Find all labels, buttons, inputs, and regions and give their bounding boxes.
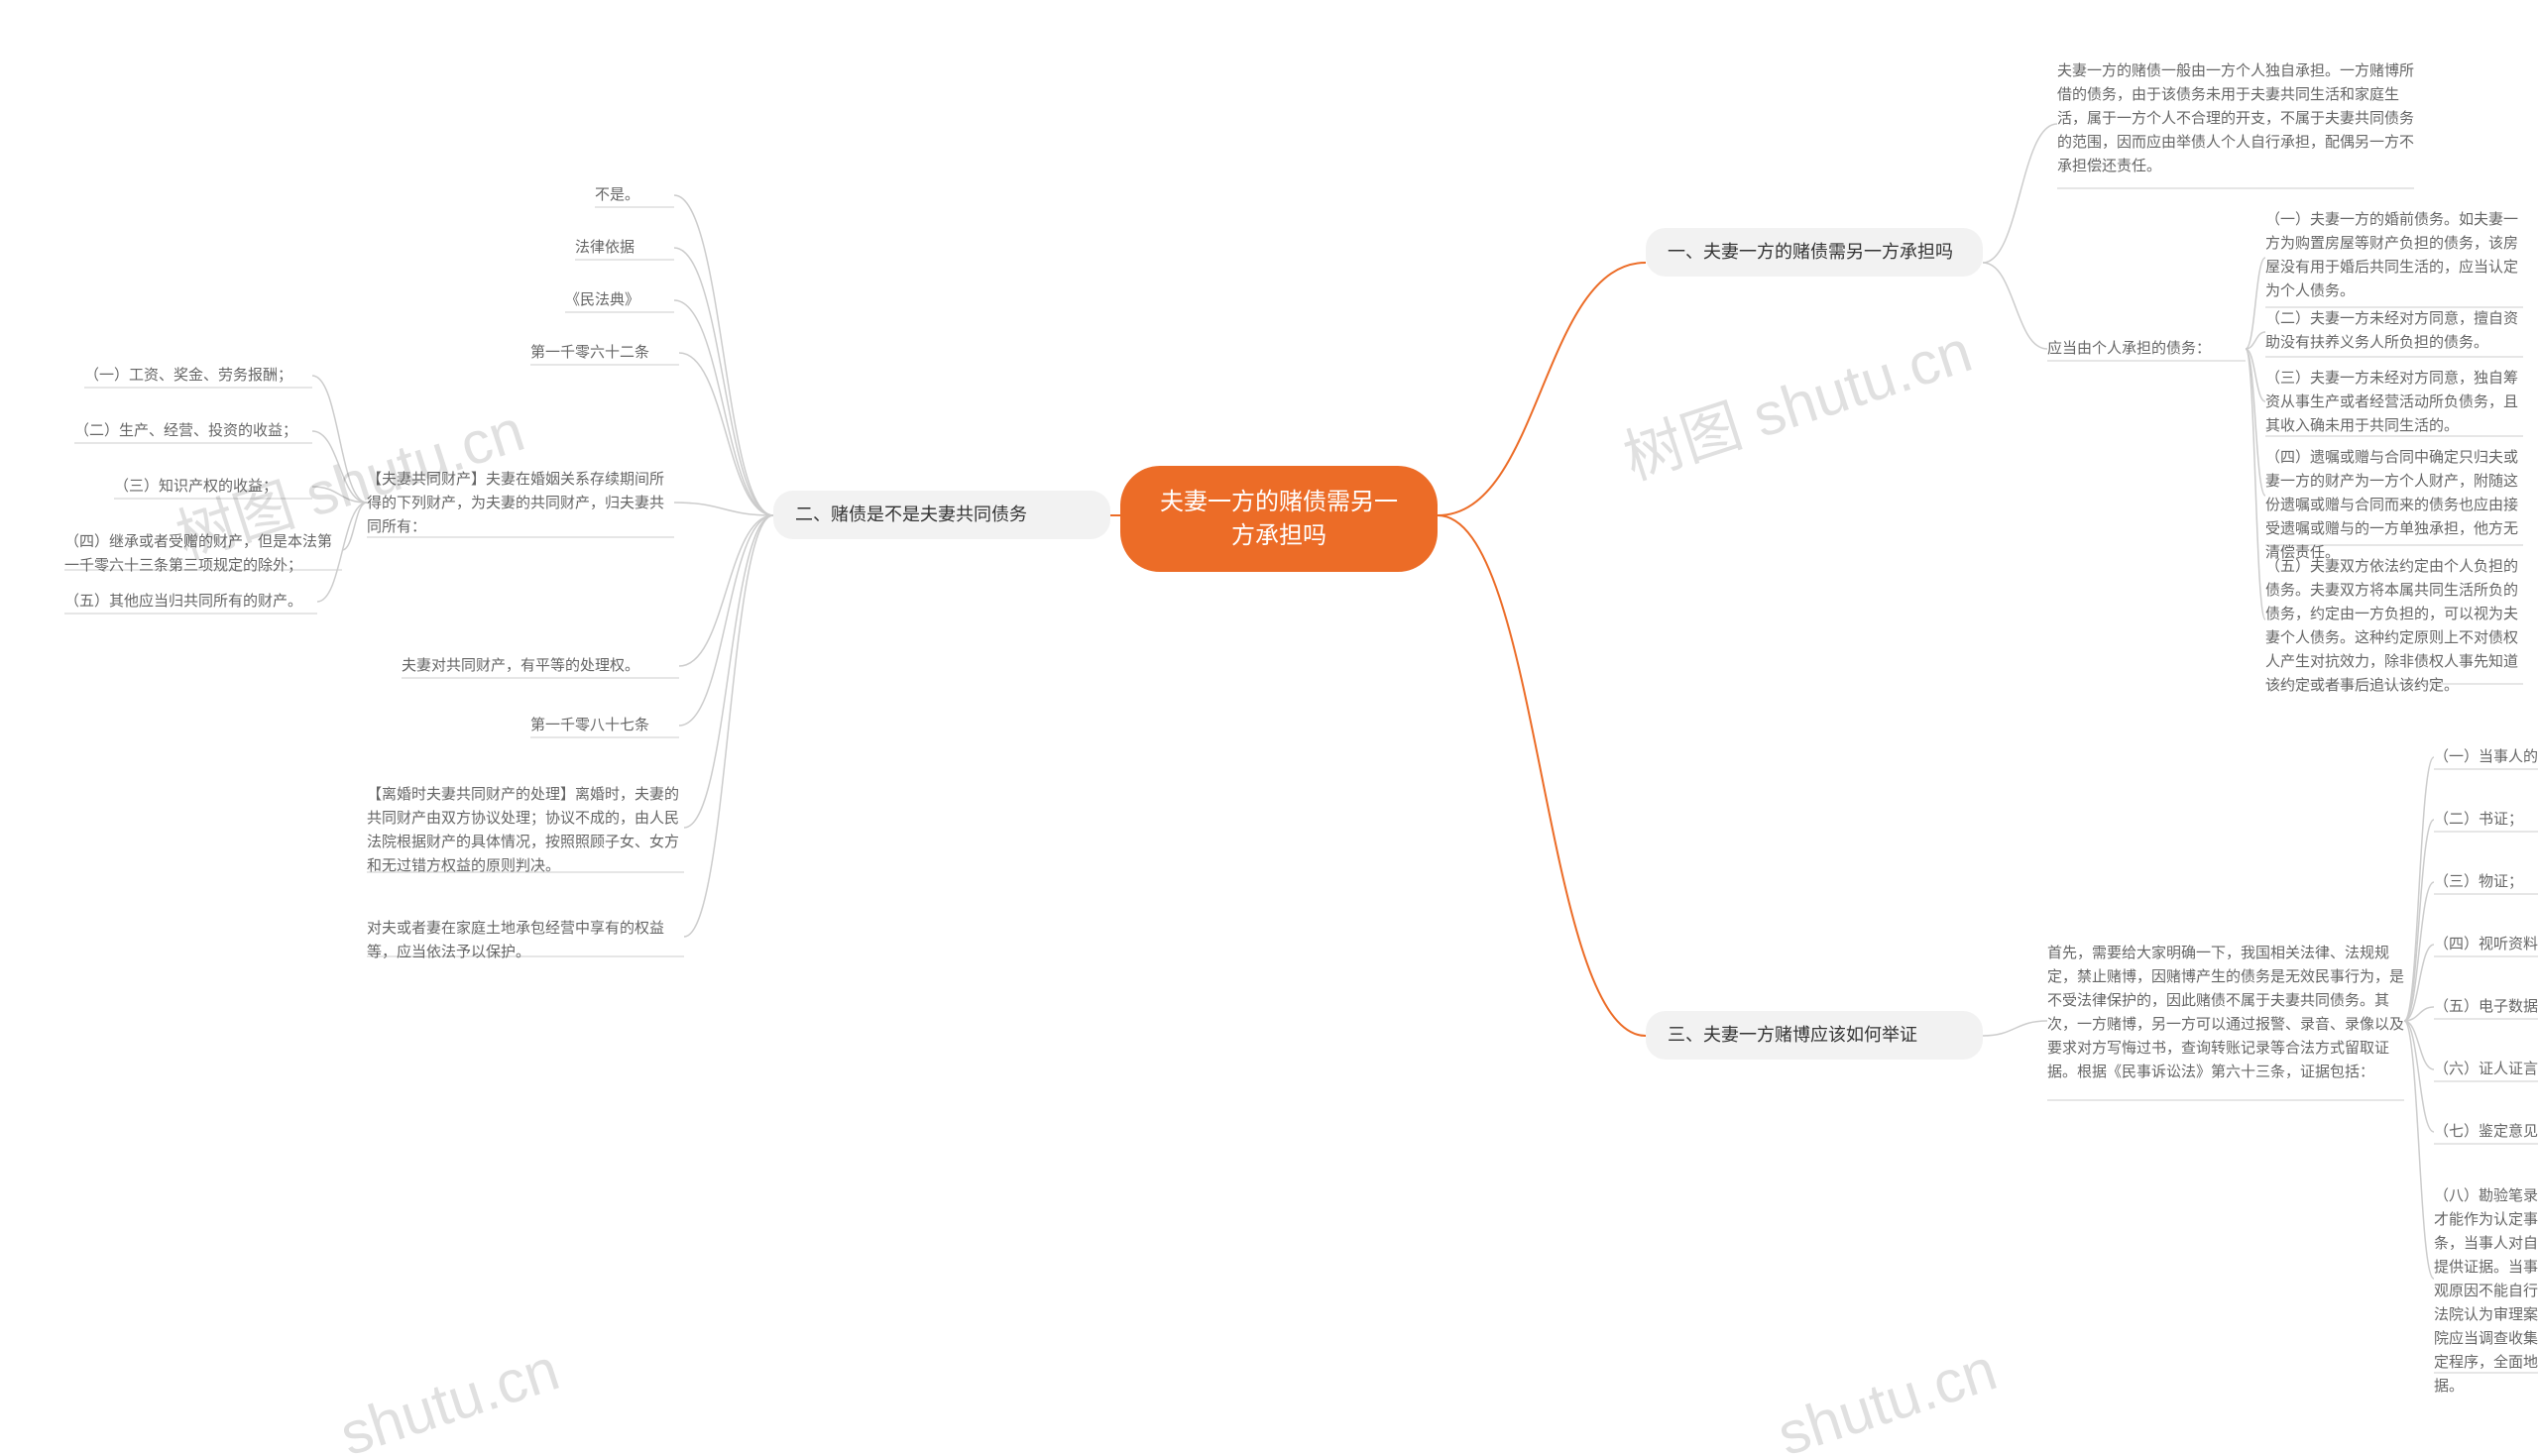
root-label: 夫妻一方的赌债需另一方承担吗 (1160, 489, 1398, 549)
watermark-text: shutu.cn (1770, 1335, 2005, 1456)
branch-2-subleaf: （二）生产、经营、投资的收益； (74, 419, 312, 443)
branch-3-subleaf: （四）视听资料； (2434, 933, 2538, 956)
branch-2-label: 二、赌债是不是夫妻共同债务 (795, 504, 1027, 524)
branch-1-subleaf: （四）遗嘱或赠与合同中确定只归夫或妻一方的财产为一方个人财产，附随这份遗嘱或赠与… (2265, 446, 2523, 565)
branch-3-subleaf: （二）书证； (2434, 808, 2538, 832)
branch-2-leaf: 《民法典》 (565, 288, 674, 312)
branch-2-leaf: 第一千零八十七条 (530, 714, 679, 737)
branch-2-subleaf: （三）知识产权的收益； (114, 475, 312, 499)
branch-1-subleaf: （三）夫妻一方未经对方同意，独自筹资从事生产或者经营活动所负债务，且其收入确未用… (2265, 367, 2523, 438)
branch-2-leaf: 第一千零六十二条 (530, 341, 679, 365)
branch-3-label: 三、夫妻一方赌博应该如何举证 (1668, 1025, 1917, 1045)
branch-1-subleaf: （一）夫妻一方的婚前债务。如夫妻一方为购置房屋等财产负担的债务，该房屋没有用于婚… (2265, 208, 2523, 303)
branch-2-leaf: 法律依据 (575, 236, 674, 260)
branch-1-leaf: 应当由个人承担的债务： (2047, 337, 2246, 361)
mindmap-canvas: 夫妻一方的赌债需另一方承担吗 二、赌债是不是夫妻共同债务 一、夫妻一方的赌债需另… (0, 0, 2538, 1456)
branch-3-subleaf: （三）物证； (2434, 870, 2538, 894)
branch-3-node: 三、夫妻一方赌博应该如何举证 (1646, 1011, 1983, 1060)
branch-1-node: 一、夫妻一方的赌债需另一方承担吗 (1646, 228, 1983, 277)
branch-2-leaf: 【夫妻共同财产】夫妻在婚姻关系存续期间所得的下列财产，为夫妻的共同财产，归夫妻共… (367, 468, 674, 539)
branch-2-leaf: 【离婚时夫妻共同财产的处理】离婚时，夫妻的共同财产由双方协议处理；协议不成的，由… (367, 783, 684, 878)
branch-3-subleaf: （八）勘验笔录。证据必须查证属实，才能作为认定事实的根据。第六十四条，当事人对自… (2434, 1184, 2538, 1399)
branch-3-subleaf: （一）当事人的陈述； (2434, 745, 2538, 769)
branch-2-node: 二、赌债是不是夫妻共同债务 (773, 491, 1110, 539)
branch-3-subleaf: （五）电子数据； (2434, 995, 2538, 1019)
branch-1-subleaf: （五）夫妻双方依法约定由个人负担的债务。夫妻双方将本属共同生活所负的债务，约定由… (2265, 555, 2523, 698)
branch-2-subleaf: （五）其他应当归共同所有的财产。 (64, 590, 317, 614)
branch-1-label: 一、夫妻一方的赌债需另一方承担吗 (1668, 242, 1953, 262)
branch-3-subleaf: （六）证人证言； (2434, 1058, 2538, 1081)
branch-2-leaf: 夫妻对共同财产，有平等的处理权。 (402, 654, 679, 678)
branch-1-subleaf: （二）夫妻一方未经对方同意，擅自资助没有扶养义务人所负担的债务。 (2265, 307, 2523, 355)
watermark-text: shutu.cn (332, 1335, 567, 1456)
branch-2-subleaf: （四）继承或者受赠的财产，但是本法第一千零六十三条第三项规定的除外； (64, 530, 342, 578)
branch-3-subleaf: （七）鉴定意见； (2434, 1120, 2538, 1144)
branch-2-leaf: 对夫或者妻在家庭土地承包经营中享有的权益等，应当依法予以保护。 (367, 917, 684, 964)
branch-3-leaf: 首先，需要给大家明确一下，我国相关法律、法规规定，禁止赌博，因赌博产生的债务是无… (2047, 942, 2404, 1084)
root-node: 夫妻一方的赌债需另一方承担吗 (1120, 466, 1438, 572)
connection-lines (0, 0, 2538, 1456)
watermark-text: 树图 shutu.cn (1611, 303, 1981, 497)
branch-2-subleaf: （一）工资、奖金、劳务报酬； (84, 364, 312, 388)
branch-1-leaf: 夫妻一方的赌债一般由一方个人独自承担。一方赌博所借的债务，由于该债务未用于夫妻共… (2057, 59, 2414, 178)
branch-2-leaf: 不是。 (595, 183, 674, 207)
